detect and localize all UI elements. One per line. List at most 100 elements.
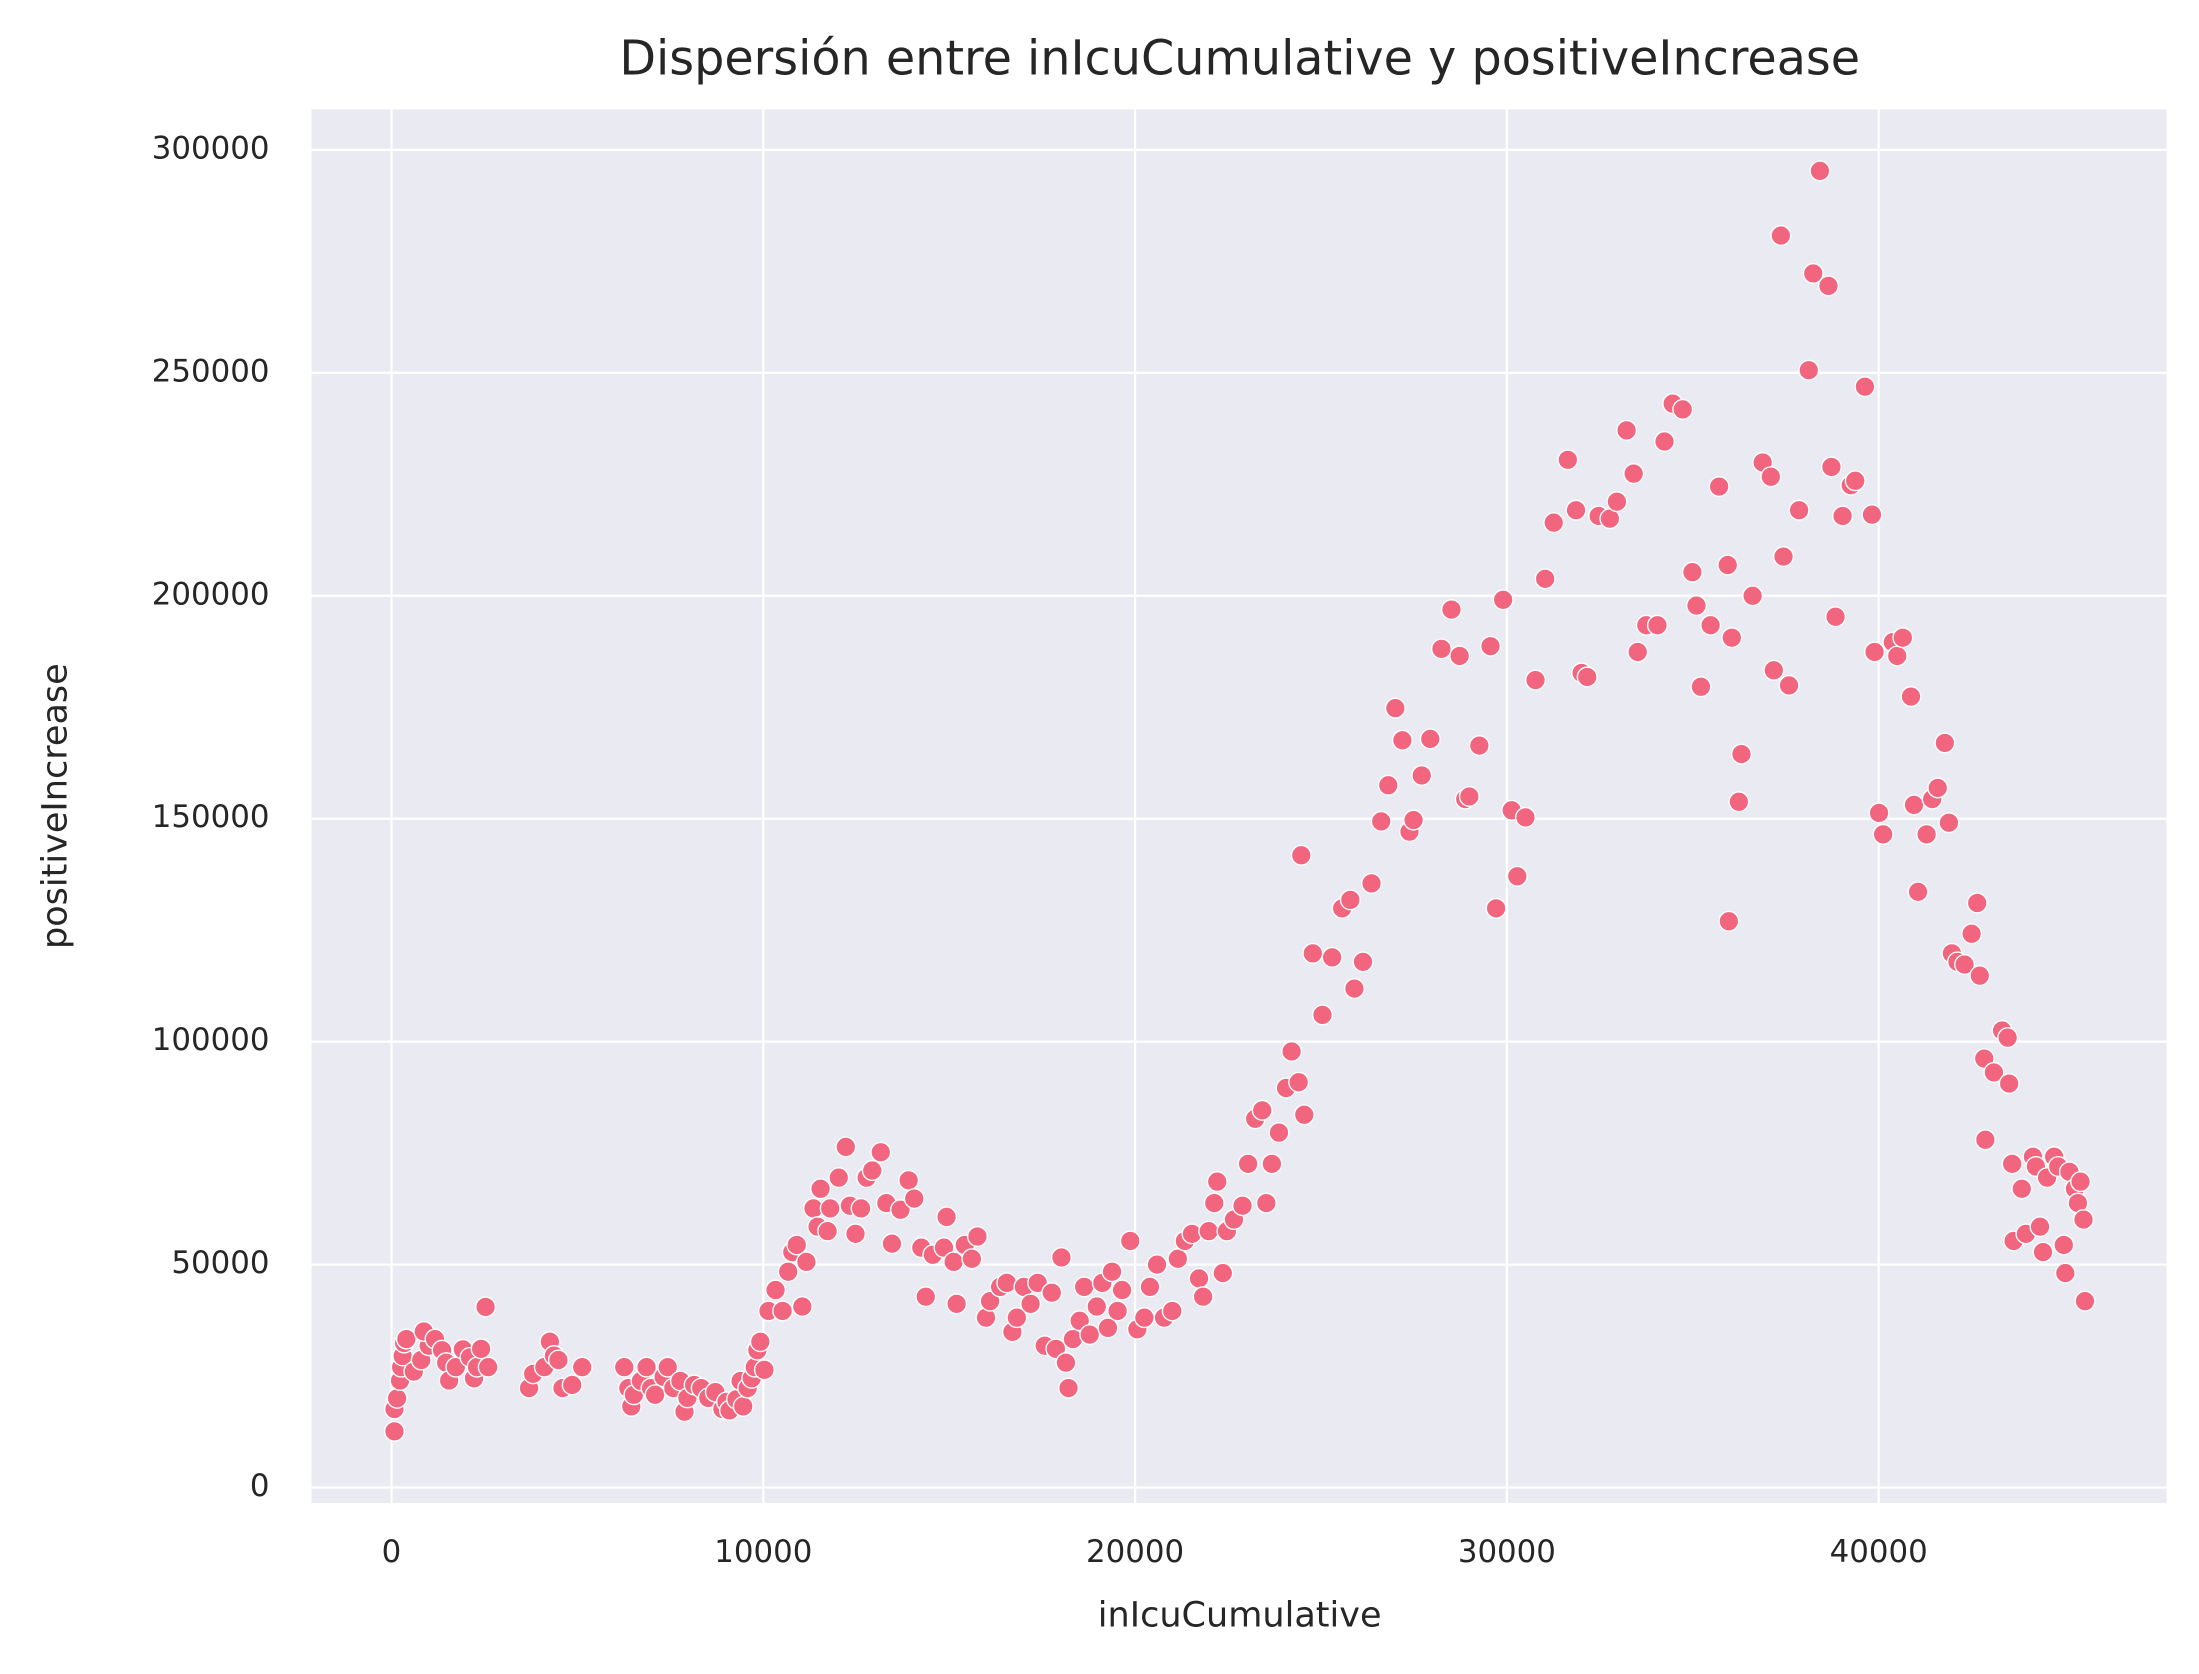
point [1543, 512, 1565, 534]
point [1288, 1071, 1310, 1093]
point [1772, 546, 1795, 568]
point [1565, 499, 1587, 521]
point [1198, 1220, 1220, 1242]
point [1927, 777, 1949, 799]
point [657, 1356, 679, 1378]
point [644, 1384, 666, 1406]
point [1370, 810, 1392, 832]
point [1760, 466, 1782, 488]
point [1864, 641, 1886, 663]
point [1820, 456, 1842, 478]
point [1293, 1104, 1315, 1126]
point [1861, 504, 1883, 526]
point [1721, 627, 1743, 649]
point [1900, 686, 1922, 708]
point [1377, 774, 1399, 796]
point [1524, 669, 1547, 691]
point [1203, 1192, 1225, 1214]
point [1788, 499, 1810, 521]
y-tick-label: 0 [250, 1468, 270, 1504]
point [395, 1328, 417, 1350]
point [1339, 889, 1361, 911]
point [881, 1233, 903, 1255]
point [1041, 1282, 1063, 1304]
point [477, 1356, 499, 1378]
point [1086, 1295, 1108, 1318]
point [1206, 1171, 1228, 1193]
point [386, 1387, 408, 1409]
point [1403, 809, 1425, 831]
point [795, 1251, 817, 1273]
point [1058, 1377, 1080, 1399]
point [1188, 1267, 1210, 1289]
point [2053, 1234, 2075, 1256]
point [915, 1286, 937, 1308]
point [1892, 627, 1914, 649]
point [903, 1188, 925, 1210]
point [1302, 942, 1324, 964]
point [1311, 1004, 1333, 1026]
y-tick-label: 250000 [152, 353, 270, 389]
point [1167, 1248, 1189, 1270]
point [1627, 641, 1649, 663]
y-tick-label: 50000 [171, 1245, 269, 1281]
point [898, 1169, 920, 1191]
point [1514, 806, 1536, 828]
point [1534, 568, 1556, 590]
point [1020, 1293, 1042, 1315]
y-tick-label: 200000 [152, 576, 270, 612]
point [1798, 359, 1820, 381]
point [1998, 1073, 2020, 1095]
y-tick-label: 100000 [152, 1022, 270, 1058]
point [1321, 946, 1343, 968]
point [1685, 595, 1708, 617]
point [1817, 275, 1839, 297]
point [1809, 160, 1831, 182]
point [571, 1356, 593, 1378]
point [1646, 614, 1668, 636]
x-tick-label: 20000 [1086, 1534, 1184, 1570]
point [943, 1251, 965, 1273]
point [1419, 728, 1441, 750]
point [1763, 659, 1785, 681]
point [1281, 1040, 1303, 1062]
point [1844, 470, 1866, 492]
point [996, 1272, 1018, 1294]
point [772, 1300, 794, 1322]
point [749, 1331, 771, 1353]
x-tick-label: 10000 [714, 1534, 812, 1570]
point [732, 1395, 754, 1417]
point [470, 1338, 492, 1360]
point [1440, 599, 1462, 621]
point [2054, 1262, 2076, 1284]
point [2029, 1216, 2051, 1238]
point [1742, 585, 1764, 607]
point [1352, 951, 1374, 973]
point [1854, 376, 1876, 398]
point [1391, 729, 1413, 751]
point [1101, 1261, 1123, 1283]
point [1492, 589, 1514, 611]
point [1290, 844, 1312, 866]
point [1770, 225, 1792, 247]
point [1097, 1317, 1119, 1339]
point [1832, 505, 1854, 527]
point [1073, 1276, 1095, 1298]
y-tick-label: 150000 [152, 799, 270, 835]
point [861, 1160, 883, 1182]
point [1903, 794, 1925, 816]
point [850, 1197, 872, 1219]
point [1161, 1300, 1183, 1322]
point [1237, 1153, 1259, 1175]
point [1872, 823, 1894, 845]
point [1974, 1129, 1996, 1151]
point [936, 1206, 958, 1228]
point [475, 1296, 497, 1318]
point [1449, 645, 1471, 667]
y-axis-label: positiveIncrease [34, 663, 75, 949]
point [2074, 1290, 2096, 1312]
point [2070, 1171, 2092, 1193]
point [765, 1279, 787, 1301]
point [1050, 1246, 1072, 1268]
